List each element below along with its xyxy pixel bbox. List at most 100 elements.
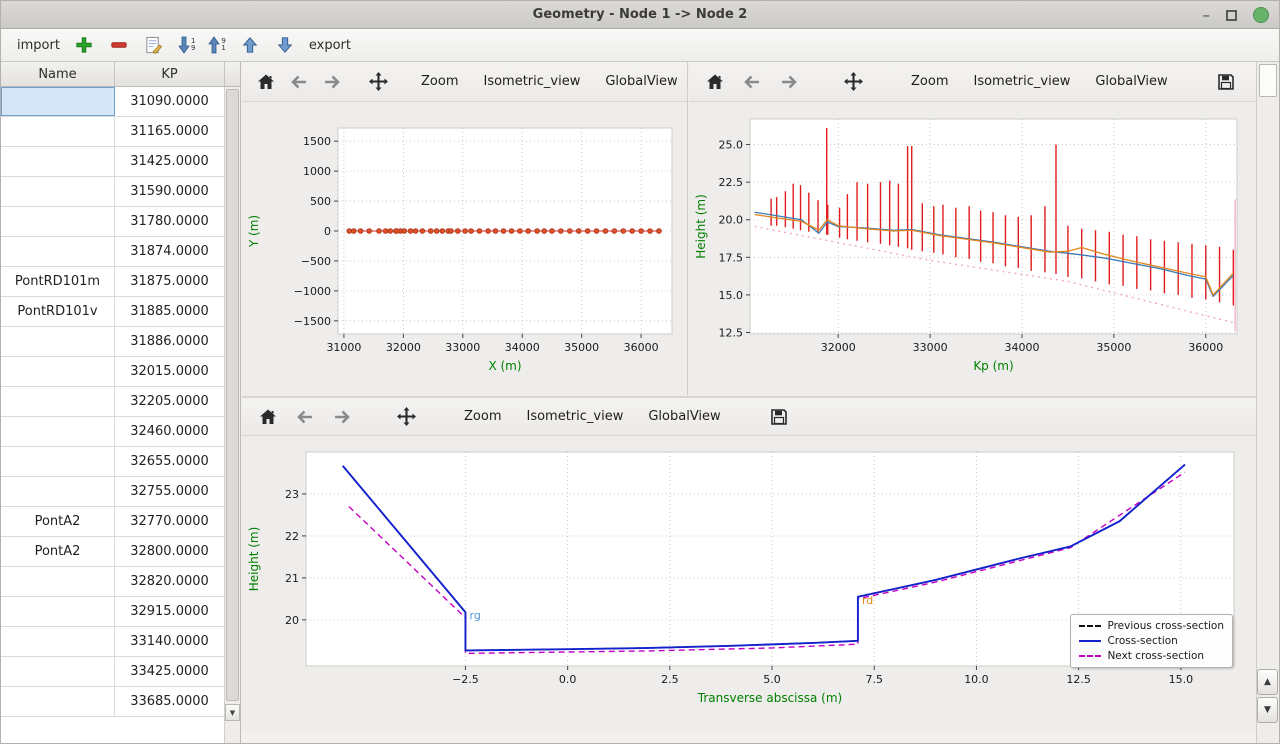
table-row[interactable]: 31590.0000 — [1, 177, 225, 207]
cell-name[interactable] — [1, 117, 115, 146]
cell-kp[interactable]: 32205.0000 — [115, 387, 225, 416]
sort-ascending-icon[interactable]: 9 1 — [208, 36, 226, 54]
table-scroll-down-icon[interactable]: ▼ — [225, 704, 240, 721]
minimize-button[interactable]: – — [1202, 6, 1211, 24]
remove-row-icon[interactable] — [108, 34, 130, 56]
cell-kp[interactable]: 33685.0000 — [115, 687, 225, 716]
table-row[interactable]: 31165.0000 — [1, 117, 225, 147]
cell-kp[interactable]: 31780.0000 — [115, 207, 225, 236]
table-row[interactable]: 31886.0000 — [1, 327, 225, 357]
cell-name[interactable] — [1, 177, 115, 206]
table-row[interactable]: 32655.0000 — [1, 447, 225, 477]
cell-name[interactable]: PontRD101v — [1, 297, 115, 326]
table-row[interactable]: 33425.0000 — [1, 657, 225, 687]
cell-name[interactable] — [1, 387, 115, 416]
table-row[interactable]: PontA2 32770.0000 — [1, 507, 225, 537]
profile-view-plot[interactable]: 32000 33000 34000 35000 36000 12.5 15.0 17.5 20.… — [689, 102, 1257, 399]
cell-kp[interactable]: 31165.0000 — [115, 117, 225, 146]
cell-kp[interactable]: 32770.0000 — [115, 507, 225, 536]
edit-icon[interactable] — [143, 34, 165, 56]
plan-view-plot[interactable]: 31000 32000 33000 34000 35000 36000 −1500 −1000… — [242, 102, 687, 399]
zoom-button[interactable]: Zoom — [905, 70, 954, 93]
cell-name[interactable] — [1, 597, 115, 626]
cell-kp[interactable]: 32460.0000 — [115, 417, 225, 446]
home-icon[interactable] — [256, 405, 280, 429]
cell-name[interactable] — [1, 357, 115, 386]
cell-kp[interactable]: 31874.0000 — [115, 237, 225, 266]
table-row[interactable]: 32460.0000 — [1, 417, 225, 447]
forward-icon[interactable] — [322, 70, 342, 94]
cell-kp[interactable]: 31090.0000 — [115, 87, 225, 116]
table-row[interactable]: 31780.0000 — [1, 207, 225, 237]
sort-descending-icon[interactable]: 1 9 — [178, 36, 195, 54]
import-button[interactable]: import — [17, 37, 60, 53]
export-button[interactable]: export — [308, 37, 351, 53]
table-row[interactable]: 31874.0000 — [1, 237, 225, 267]
globalview-button[interactable]: GlobalView — [1089, 70, 1173, 93]
zoom-button[interactable]: Zoom — [415, 70, 464, 93]
next-reach-button[interactable]: ▼ — [1257, 697, 1278, 723]
move-up-icon[interactable] — [239, 34, 261, 56]
cell-kp[interactable]: 32915.0000 — [115, 597, 225, 626]
zoom-button[interactable]: Zoom — [458, 405, 507, 428]
table-row[interactable]: 32915.0000 — [1, 597, 225, 627]
save-icon[interactable] — [1214, 70, 1238, 94]
isometric-view-button[interactable]: Isometric_view — [967, 70, 1076, 93]
table-row[interactable]: PontRD101m 31875.0000 — [1, 267, 225, 297]
home-icon[interactable] — [256, 70, 276, 94]
table-scrollbar[interactable]: ▼ — [224, 87, 240, 743]
cell-kp[interactable]: 31590.0000 — [115, 177, 225, 206]
cell-kp[interactable]: 32820.0000 — [115, 567, 225, 596]
cell-kp[interactable]: 31425.0000 — [115, 147, 225, 176]
cell-kp[interactable]: 31885.0000 — [115, 297, 225, 326]
cell-kp[interactable]: 32655.0000 — [115, 447, 225, 476]
column-header-kp[interactable]: KP — [115, 62, 225, 86]
cell-name[interactable] — [1, 687, 115, 716]
table-row[interactable]: 33685.0000 — [1, 687, 225, 717]
table-scrollbar-thumb[interactable] — [226, 89, 239, 701]
back-icon[interactable] — [293, 405, 317, 429]
cell-name[interactable] — [1, 207, 115, 236]
cell-name[interactable] — [1, 447, 115, 476]
cell-name[interactable] — [1, 237, 115, 266]
cell-kp[interactable]: 31886.0000 — [115, 327, 225, 356]
cell-kp[interactable]: 32755.0000 — [115, 477, 225, 506]
cell-name[interactable]: PontRD101m — [1, 267, 115, 296]
cell-name[interactable] — [1, 627, 115, 656]
globalview-button[interactable]: GlobalView — [599, 70, 683, 93]
cell-name[interactable]: PontA2 — [1, 537, 115, 566]
previous-reach-button[interactable]: ▲ — [1257, 669, 1278, 695]
titlebar[interactable]: Geometry - Node 1 -> Node 2 – — [1, 1, 1279, 29]
table-row[interactable]: 32015.0000 — [1, 357, 225, 387]
cell-name[interactable] — [1, 327, 115, 356]
maximize-button[interactable] — [1226, 9, 1237, 21]
table-row[interactable]: PontRD101v 31885.0000 — [1, 297, 225, 327]
pan-icon[interactable] — [368, 70, 389, 94]
forward-icon[interactable] — [777, 70, 801, 94]
isometric-view-button[interactable]: Isometric_view — [520, 405, 629, 428]
globalview-button[interactable]: GlobalView — [642, 405, 726, 428]
back-icon[interactable] — [289, 70, 309, 94]
cell-name[interactable]: PontA2 — [1, 507, 115, 536]
table-row[interactable]: 32820.0000 — [1, 567, 225, 597]
add-row-icon[interactable] — [73, 34, 95, 56]
column-header-name[interactable]: Name — [1, 62, 115, 86]
back-icon[interactable] — [740, 70, 764, 94]
cross-section-plot[interactable]: −2.5 0.0 2.5 5.0 7.5 10.0 12.5 15.0 20 21 22 23 rg rd… — [242, 436, 1257, 732]
cell-kp[interactable]: 32800.0000 — [115, 537, 225, 566]
cell-kp[interactable]: 33140.0000 — [115, 627, 225, 656]
cell-name[interactable] — [1, 477, 115, 506]
forward-icon[interactable] — [330, 405, 354, 429]
pan-icon[interactable] — [841, 70, 865, 94]
table-row[interactable]: 31425.0000 — [1, 147, 225, 177]
home-icon[interactable] — [703, 70, 727, 94]
cell-kp[interactable]: 31875.0000 — [115, 267, 225, 296]
main-scrollbar[interactable] — [1256, 62, 1279, 743]
cell-kp[interactable]: 32015.0000 — [115, 357, 225, 386]
cell-name[interactable] — [1, 147, 115, 176]
cell-name[interactable] — [1, 657, 115, 686]
table-row[interactable]: 31090.0000 — [1, 87, 225, 117]
isometric-view-button[interactable]: Isometric_view — [477, 70, 586, 93]
table-row[interactable]: PontA2 32800.0000 — [1, 537, 225, 567]
cell-name[interactable] — [1, 417, 115, 446]
